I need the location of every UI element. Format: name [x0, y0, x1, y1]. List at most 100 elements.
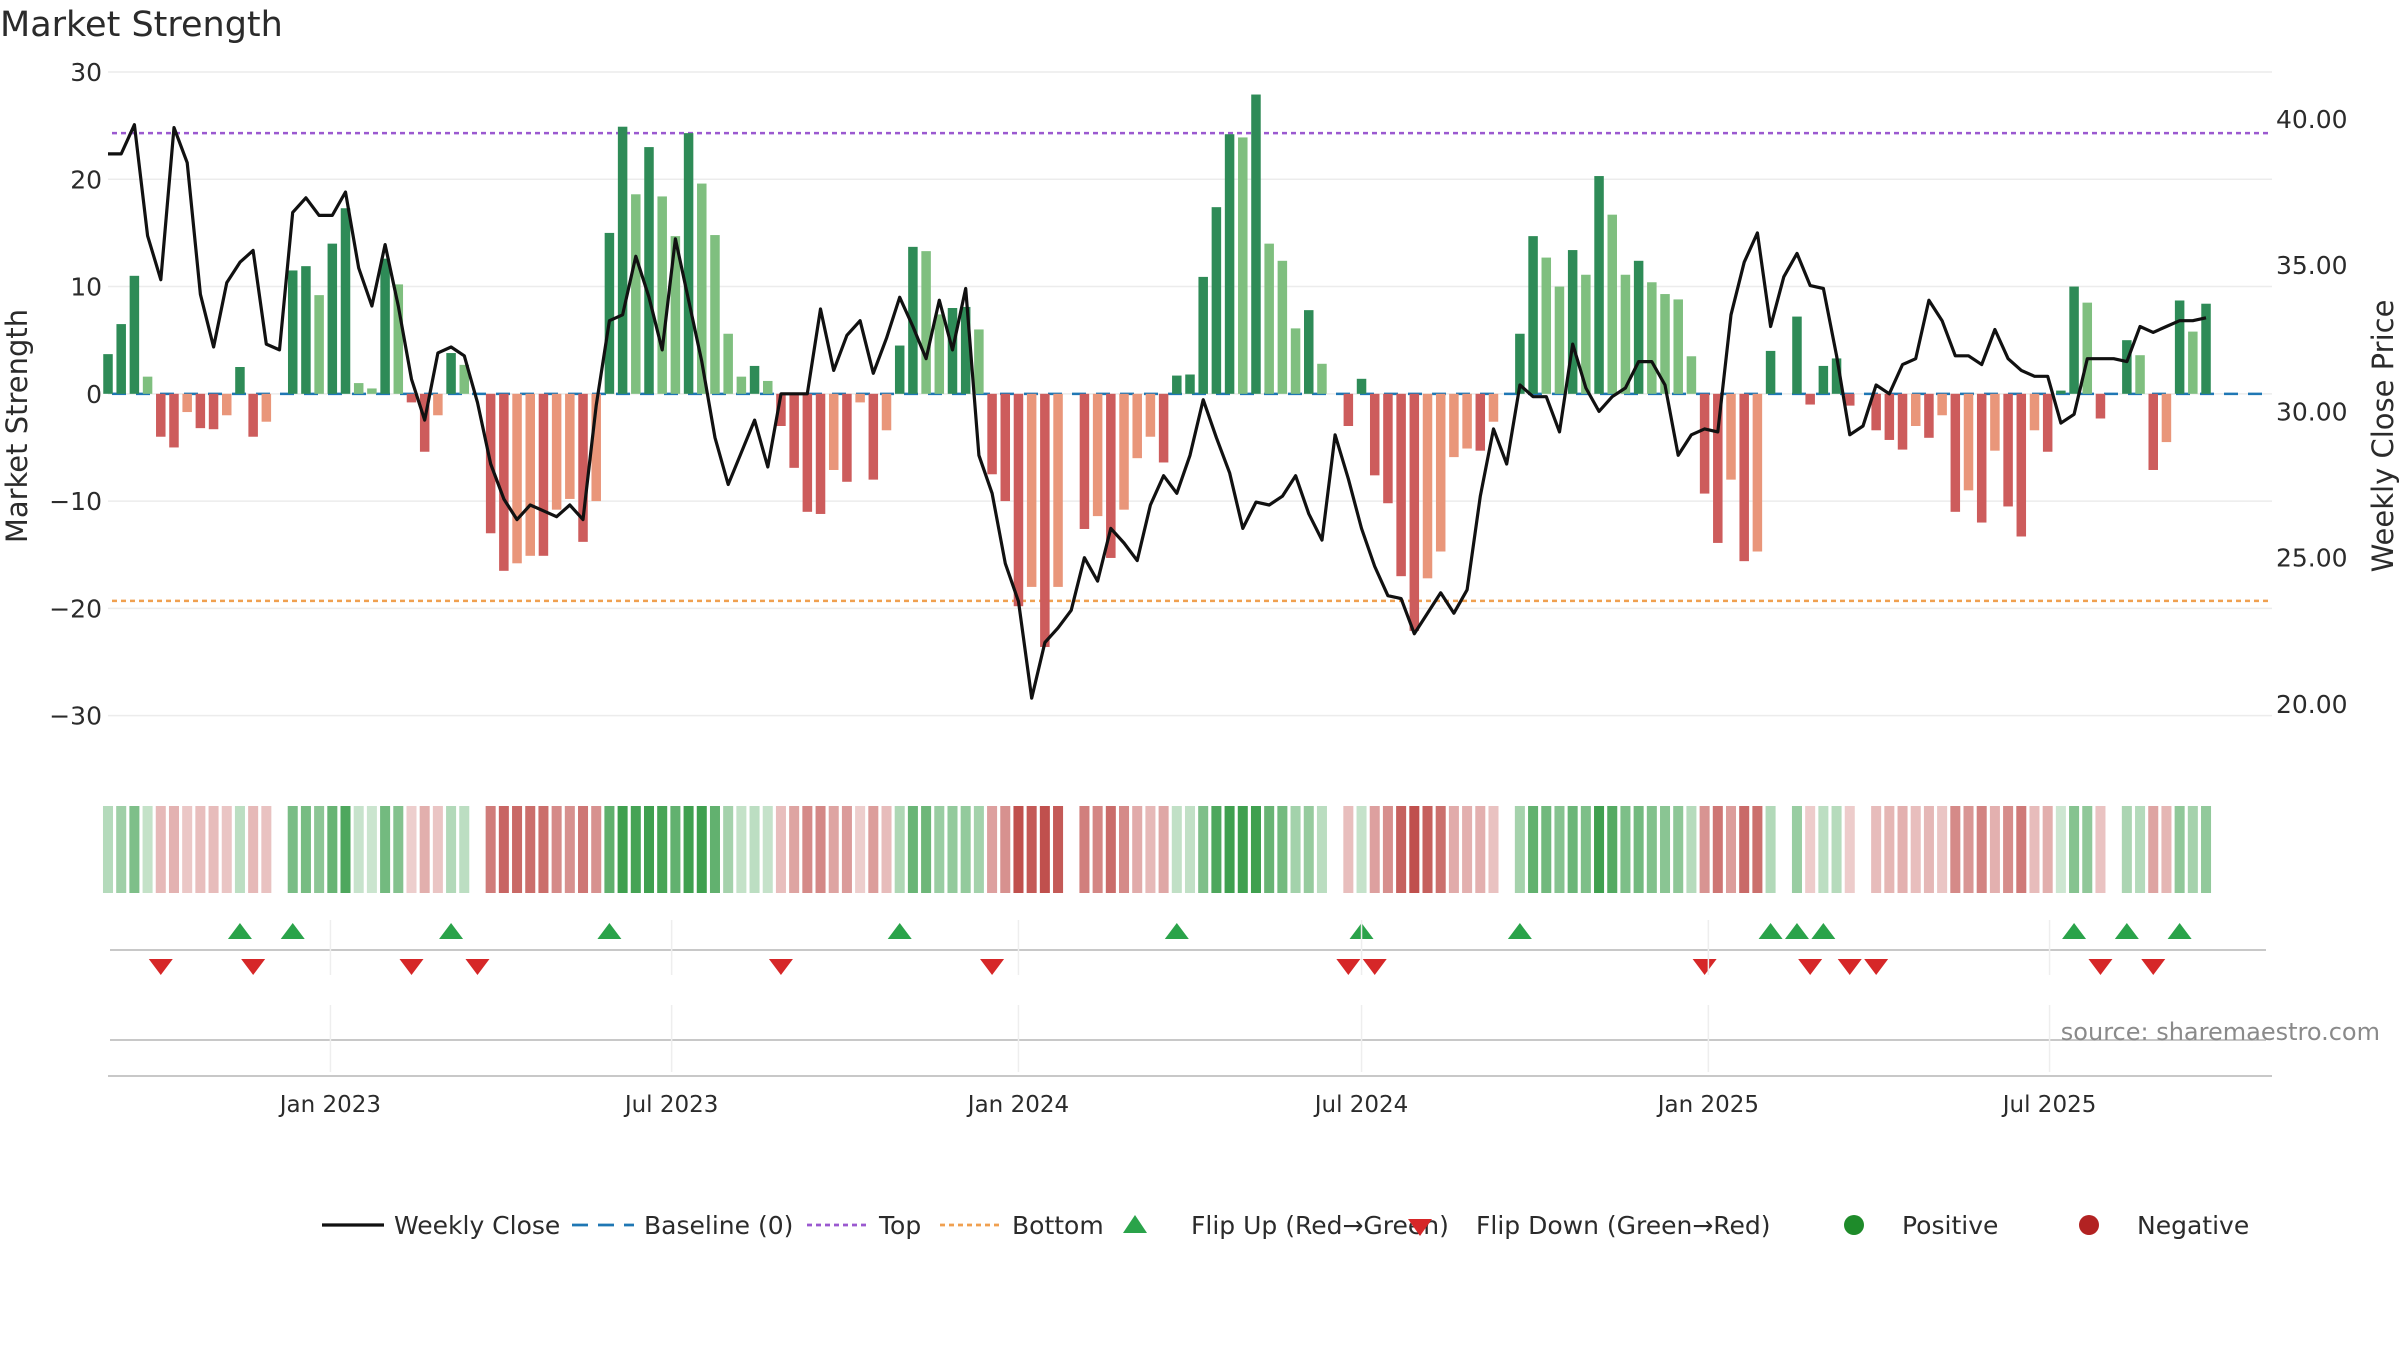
- strength-bar: [789, 393, 799, 468]
- strength-strip-cell: [868, 806, 879, 893]
- strength-strip-cell: [1791, 806, 1802, 893]
- strength-strip-cell: [1580, 806, 1591, 893]
- y-axis-label: Market Strength: [0, 309, 34, 543]
- strength-strip-cell: [657, 806, 668, 893]
- legend-label: Bottom: [1012, 1211, 1104, 1240]
- strength-strip-cell: [1567, 806, 1578, 893]
- strength-strip-cell: [1514, 806, 1525, 893]
- strength-strip-cell: [1818, 806, 1829, 893]
- strength-strip-cell: [1897, 806, 1908, 893]
- strength-strip-cell: [1699, 806, 1710, 893]
- strength-bar: [736, 376, 747, 394]
- strength-strip-cell: [1369, 806, 1380, 893]
- strength-strip-cell: [564, 806, 575, 893]
- strength-strip-cell: [881, 806, 892, 893]
- strength-bar: [1409, 393, 1420, 631]
- strength-bar: [367, 388, 377, 394]
- strength-strip-cell: [2108, 806, 2119, 893]
- legend-label: Top: [878, 1211, 921, 1240]
- strength-strip-cell: [2082, 806, 2093, 893]
- strength-bar: [1264, 243, 1274, 394]
- strength-strip-cell: [630, 806, 641, 893]
- strength-bar: [169, 393, 179, 448]
- strength-bar: [1726, 393, 1736, 480]
- strength-strip-cell: [1501, 806, 1512, 893]
- strength-strip-cell: [973, 806, 984, 893]
- strength-bar: [1422, 393, 1433, 579]
- strength-strip-cell: [129, 806, 140, 893]
- strength-strip-cell: [802, 806, 813, 893]
- strength-bar: [1119, 393, 1129, 510]
- y-tick-label: 10: [70, 273, 102, 302]
- flip-down-marker: [148, 959, 173, 975]
- strength-bar: [419, 393, 430, 452]
- strength-strip-cell: [168, 806, 179, 893]
- strength-strip-cell: [1145, 806, 1156, 893]
- strength-bar: [433, 393, 443, 416]
- strength-bar: [1871, 393, 1881, 431]
- strength-strip-cell: [2029, 806, 2040, 893]
- strength-heat-strip: [102, 806, 2212, 893]
- strength-strip-cell: [1013, 806, 1024, 893]
- flip-markers: [110, 923, 2266, 1041]
- y-tick-label: 0: [86, 380, 102, 409]
- flip-down-marker: [241, 959, 266, 975]
- flip-up-marker: [1164, 923, 1189, 939]
- strength-strip-cell: [1633, 806, 1644, 893]
- strength-strip-cell: [643, 806, 655, 893]
- flip-down-marker: [1692, 959, 1717, 975]
- strength-strip-cell: [604, 806, 615, 893]
- strength-strip-cell: [195, 806, 206, 893]
- weekly-close-line: [108, 123, 2207, 700]
- strength-strip-cell: [1092, 806, 1103, 893]
- strength-strip-cell: [2148, 806, 2159, 893]
- flip-down-marker: [465, 959, 490, 975]
- source-text: source: sharemaestro.com: [2061, 1018, 2380, 1046]
- x-tick-label: Jul 2025: [2001, 1092, 2097, 1118]
- strength-bar: [1224, 134, 1235, 394]
- strength-strip-cell: [2187, 806, 2198, 893]
- strength-bar: [1739, 393, 1749, 562]
- y2-tick-label: 25.00: [2276, 544, 2348, 573]
- strength-bar: [1910, 393, 1921, 426]
- strength-bar: [670, 236, 681, 394]
- strength-bar: [222, 393, 232, 416]
- strength-bar: [855, 393, 865, 403]
- strength-bar: [683, 133, 694, 394]
- strength-bar: [987, 393, 997, 475]
- strength-strip-cell: [987, 806, 998, 893]
- y-tick-label: −30: [49, 702, 102, 731]
- strength-bar: [2148, 393, 2158, 470]
- strength-bar: [2188, 331, 2198, 394]
- legend-negative-dot: [2079, 1215, 2099, 1235]
- strength-bar: [1594, 176, 1604, 394]
- strength-bar: [894, 345, 905, 394]
- strength-bar: [1897, 393, 1908, 450]
- weekly-close-line-group: [108, 123, 2207, 700]
- y2-tick-label: 30.00: [2276, 397, 2348, 426]
- strength-bar: [1369, 393, 1380, 476]
- strength-bar: [1026, 393, 1037, 587]
- strength-bar: [815, 393, 826, 514]
- strength-strip-cell: [1857, 806, 1868, 893]
- strength-strip-cell: [1963, 806, 1974, 893]
- strength-bar: [182, 393, 192, 413]
- strength-bar: [1462, 393, 1472, 449]
- strength-strip-cell: [2135, 806, 2146, 893]
- strength-strip-cell: [1541, 806, 1552, 893]
- strength-bar: [1079, 393, 1090, 529]
- strength-bar: [1343, 393, 1354, 426]
- strength-bar: [1765, 350, 1776, 394]
- strength-strip-cell: [142, 806, 153, 893]
- strength-bar: [776, 393, 786, 426]
- strength-bar: [538, 393, 549, 556]
- strength-bar: [604, 232, 615, 394]
- strength-bar: [1317, 363, 1327, 394]
- strength-strip-cell: [1343, 806, 1354, 893]
- strength-strip-cell: [1198, 806, 1209, 893]
- strength-bar: [142, 376, 153, 394]
- flip-up-marker: [2114, 923, 2139, 939]
- strength-strip-cell: [1910, 806, 1921, 893]
- strength-bar: [1211, 207, 1222, 394]
- y-tick-label: −10: [49, 487, 102, 516]
